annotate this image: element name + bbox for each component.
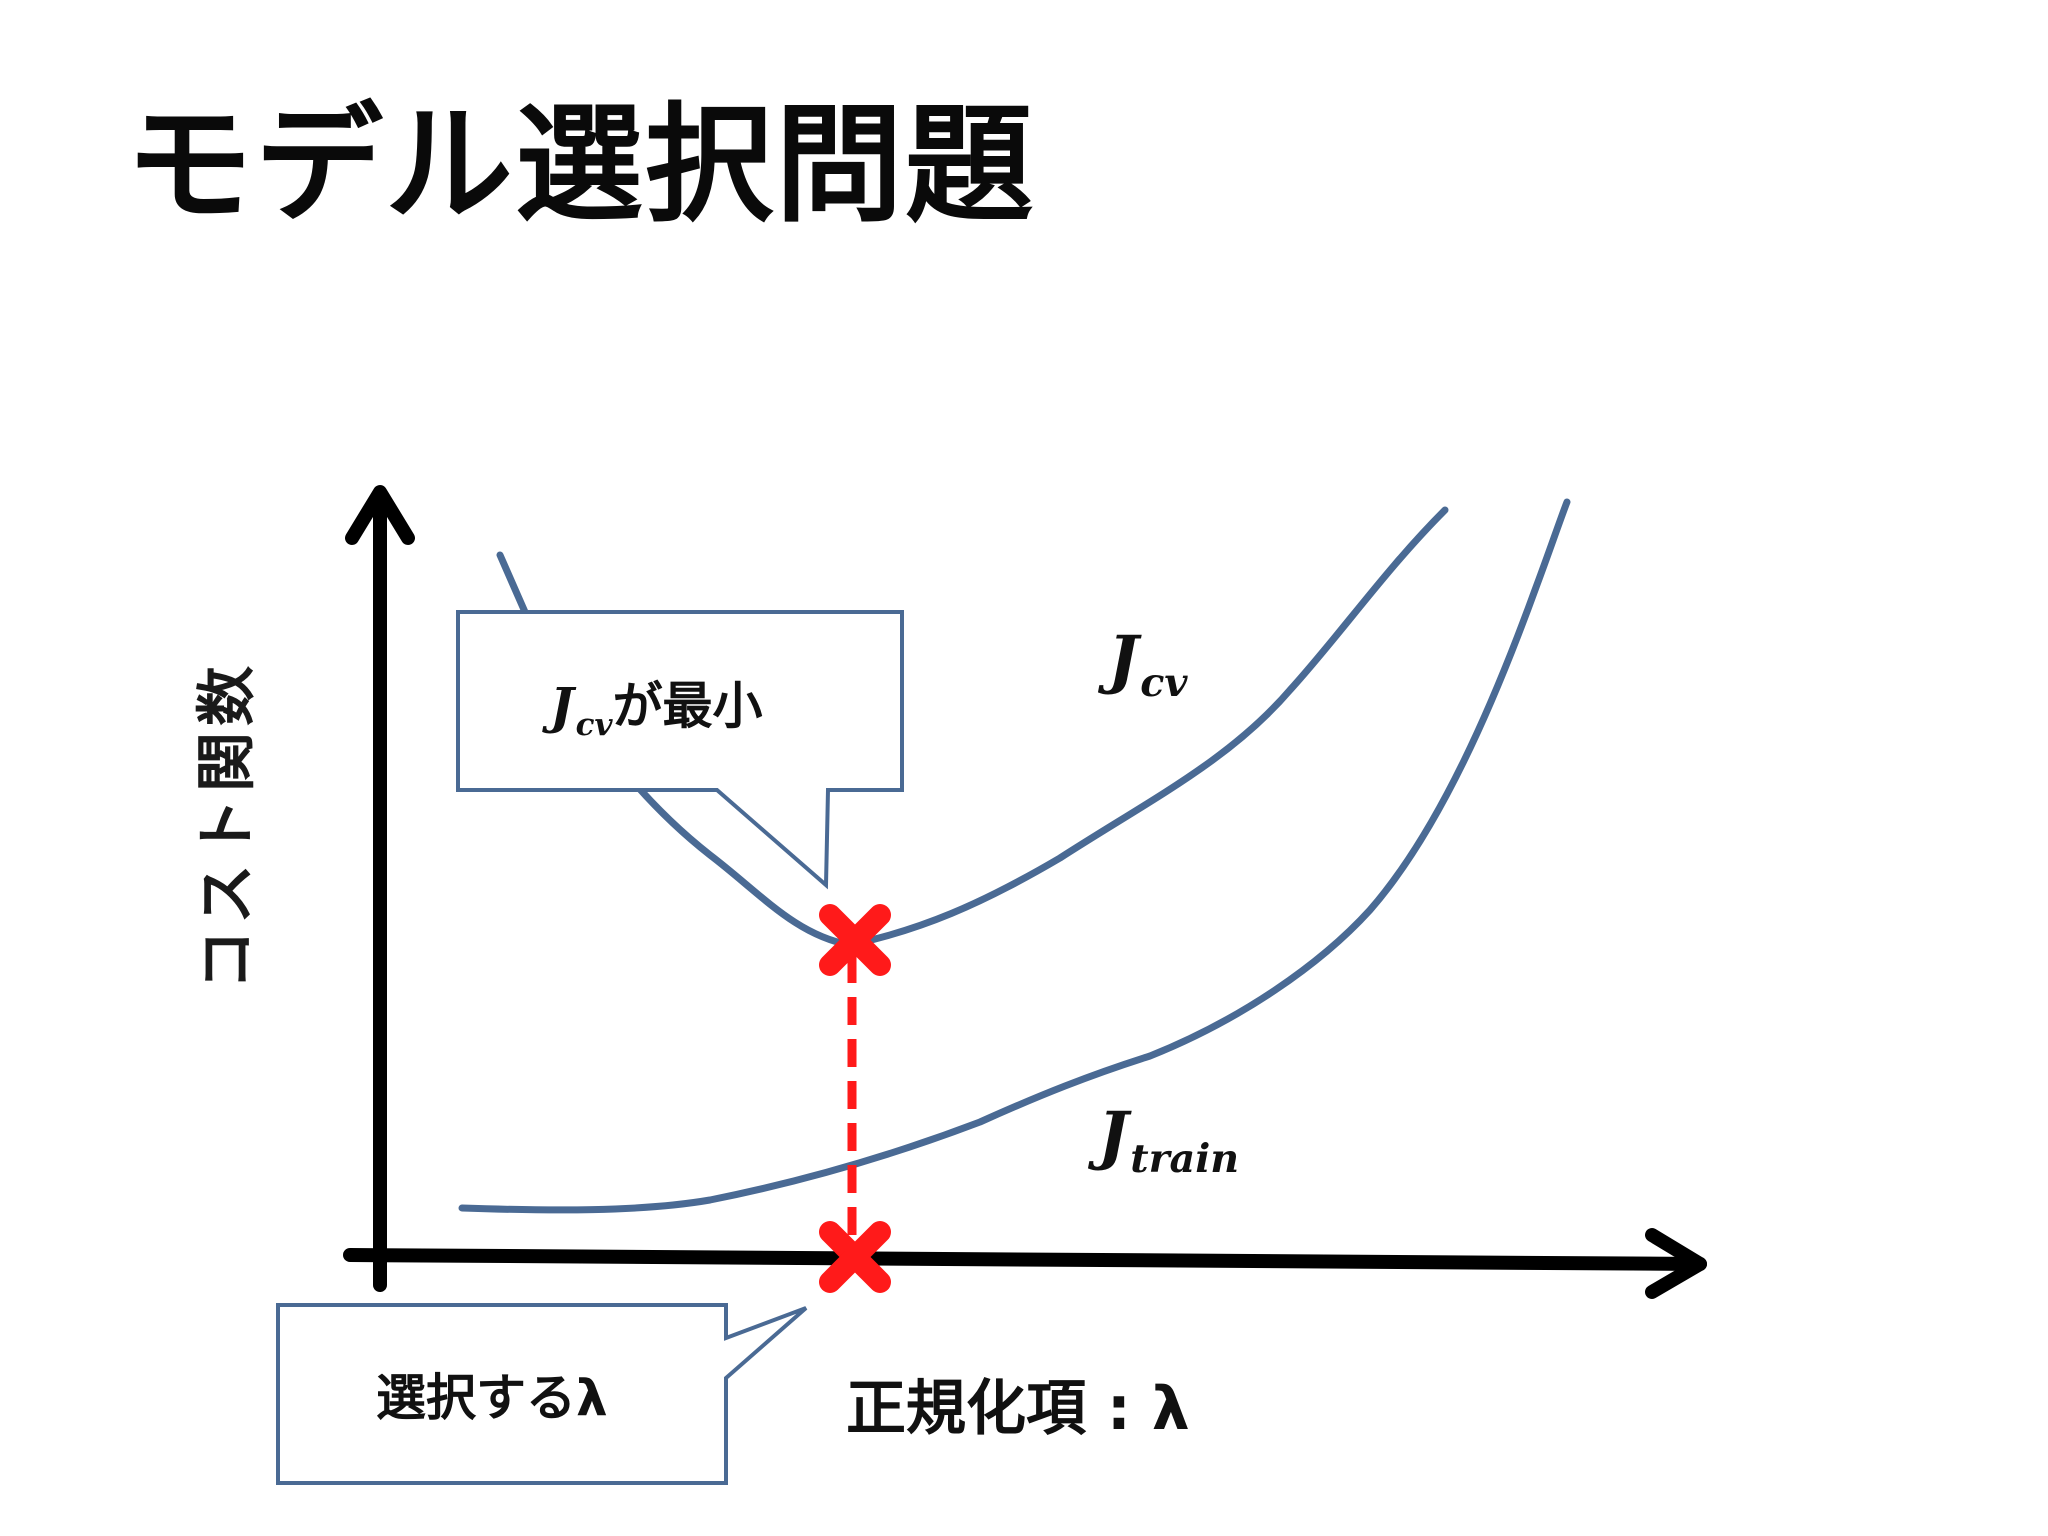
train-curve-label: Jtrain [1098, 1098, 1239, 1182]
train-curve [458, 498, 1571, 1214]
y-axis-arrowhead [345, 485, 415, 545]
x-axis-arrowhead [1645, 1228, 1707, 1299]
lambda-callout-text: 選択するλ [376, 1369, 608, 1427]
lambda-callout-box [276, 1303, 808, 1485]
cv-label-main: J [1108, 622, 1139, 697]
slide-title: モデル選択問題 [125, 91, 1036, 240]
train-label-main: J [1098, 1098, 1129, 1173]
x-axis-label: 正規化項 : λ [846, 1374, 1190, 1444]
y-axis [345, 485, 415, 1292]
cv-curve-label: Jcv [1108, 622, 1188, 706]
selected-lambda-marker [819, 1221, 891, 1293]
min-callout-main: J [550, 676, 574, 735]
cv-curve [496, 506, 1449, 949]
x-axis [343, 1228, 1707, 1299]
min-callout-sub: cv [575, 706, 613, 743]
cv-label-sub: cv [1140, 660, 1188, 707]
min-callout-box [456, 610, 904, 890]
min-callout-text: Jcvが最小 [550, 666, 763, 743]
x-axis-line [343, 1248, 1707, 1271]
train-label-sub: train [1130, 1136, 1240, 1183]
cv-minimum-marker [819, 904, 891, 976]
min-callout-suffix: が最小 [612, 677, 763, 735]
